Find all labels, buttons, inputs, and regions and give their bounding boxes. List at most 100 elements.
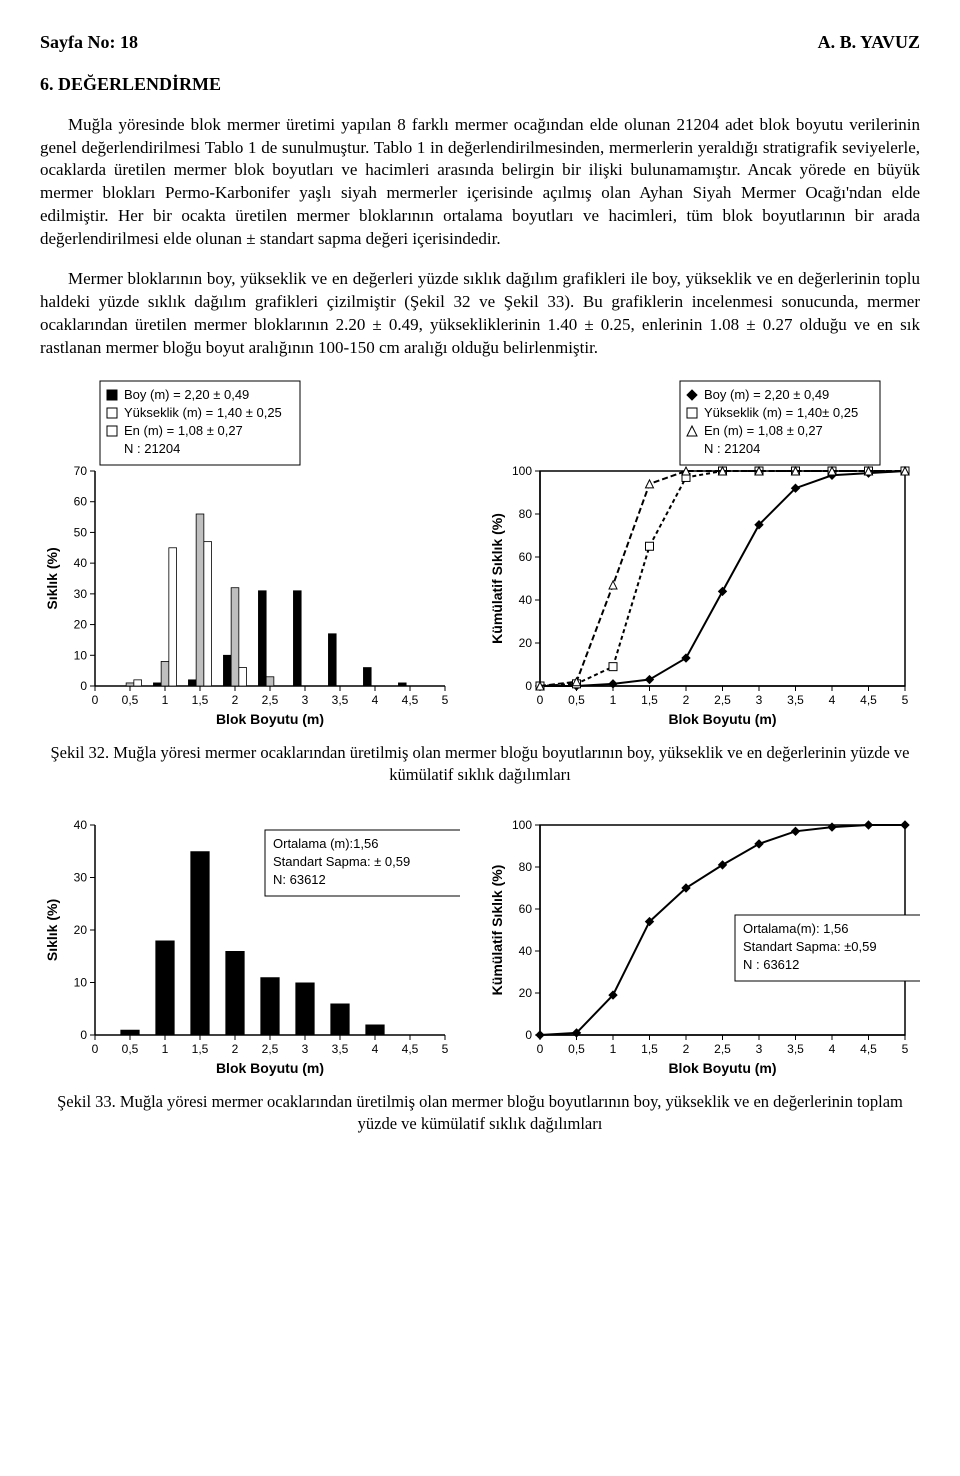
svg-text:20: 20 [74, 618, 88, 632]
svg-text:5: 5 [442, 1042, 449, 1056]
svg-text:1: 1 [610, 1042, 617, 1056]
svg-text:0: 0 [525, 679, 532, 693]
svg-text:3: 3 [756, 693, 763, 707]
svg-text:4: 4 [372, 693, 379, 707]
figure-32-caption: Şekil 32. Muğla yöresi mermer ocaklarınd… [40, 742, 920, 787]
svg-text:Boy (m) = 2,20 ± 0,49: Boy (m) = 2,20 ± 0,49 [124, 387, 249, 402]
svg-text:1: 1 [162, 693, 169, 707]
svg-text:0: 0 [80, 679, 87, 693]
chart-32-left: Boy (m) = 2,20 ± 0,49 Yükseklik (m) = 1,4… [40, 376, 464, 736]
svg-text:Ortalama(m): 1,56: Ortalama(m): 1,56 [743, 921, 848, 936]
svg-text:70: 70 [74, 464, 88, 478]
svg-text:Standart Sapma: ± 0,59: Standart Sapma: ± 0,59 [273, 854, 410, 869]
svg-text:40: 40 [519, 944, 533, 958]
svg-text:3: 3 [302, 1042, 309, 1056]
svg-text:100: 100 [512, 464, 532, 478]
svg-text:0: 0 [537, 1042, 544, 1056]
svg-text:2,5: 2,5 [262, 693, 279, 707]
svg-text:100: 100 [512, 818, 532, 832]
chart-33-left: 00,511,522,533,544,55010203040Blok Boyut… [40, 805, 464, 1085]
svg-text:2,5: 2,5 [714, 1042, 731, 1056]
svg-text:30: 30 [74, 587, 88, 601]
svg-text:50: 50 [74, 525, 88, 539]
svg-text:0: 0 [92, 1042, 99, 1056]
svg-text:N : 21204: N : 21204 [704, 441, 760, 456]
svg-text:Boy (m) = 2,20 ± 0,49: Boy (m) = 2,20 ± 0,49 [704, 387, 829, 402]
chart-33-right: 00,511,522,533,544,55020406080100Blok Bo… [480, 805, 920, 1085]
chart-32-right: Boy (m) = 2,20 ± 0,49 Yükseklik (m) = 1,4… [480, 376, 920, 736]
svg-text:Yükseklik (m) = 1,40 ± 0,25: Yükseklik (m) = 1,40 ± 0,25 [124, 405, 282, 420]
figure-32-row: Boy (m) = 2,20 ± 0,49 Yükseklik (m) = 1,4… [40, 376, 920, 736]
svg-text:1: 1 [610, 693, 617, 707]
svg-text:En (m) = 1,08 ± 0,27: En (m) = 1,08 ± 0,27 [704, 423, 823, 438]
svg-text:3: 3 [756, 1042, 763, 1056]
svg-text:1,5: 1,5 [641, 1042, 658, 1056]
svg-text:0: 0 [92, 693, 99, 707]
paragraph-2: Mermer bloklarının boy, yükseklik ve en … [40, 268, 920, 360]
svg-text:Blok Boyutu (m): Blok Boyutu (m) [216, 711, 324, 727]
svg-text:4: 4 [829, 693, 836, 707]
svg-text:2: 2 [232, 1042, 239, 1056]
svg-text:3: 3 [302, 693, 309, 707]
page-number: Sayfa No: 18 [40, 30, 138, 54]
svg-text:80: 80 [519, 507, 533, 521]
svg-text:2: 2 [232, 693, 239, 707]
svg-text:10: 10 [74, 648, 88, 662]
svg-text:60: 60 [519, 550, 533, 564]
svg-text:Sıklık (%): Sıklık (%) [44, 898, 60, 960]
svg-text:40: 40 [74, 818, 88, 832]
svg-text:5: 5 [902, 693, 909, 707]
svg-text:Kümülatif Sıklık (%): Kümülatif Sıklık (%) [489, 513, 505, 644]
svg-text:Standart Sapma: ±0,59: Standart Sapma: ±0,59 [743, 939, 877, 954]
page-header: Sayfa No: 18 A. B. YAVUZ [40, 30, 920, 54]
svg-text:4,5: 4,5 [402, 1042, 419, 1056]
svg-text:0: 0 [537, 693, 544, 707]
svg-text:3,5: 3,5 [787, 1042, 804, 1056]
svg-text:1,5: 1,5 [192, 693, 209, 707]
svg-text:1,5: 1,5 [192, 1042, 209, 1056]
svg-text:N : 63612: N : 63612 [743, 957, 799, 972]
svg-text:2: 2 [683, 1042, 690, 1056]
svg-text:60: 60 [519, 902, 533, 916]
svg-text:3,5: 3,5 [332, 1042, 349, 1056]
svg-text:N: 63612: N: 63612 [273, 872, 326, 887]
svg-text:5: 5 [902, 1042, 909, 1056]
svg-text:Ortalama (m):1,56: Ortalama (m):1,56 [273, 836, 378, 851]
svg-text:Blok Boyutu (m): Blok Boyutu (m) [668, 711, 776, 727]
svg-text:0,5: 0,5 [122, 693, 139, 707]
svg-text:0,5: 0,5 [568, 693, 585, 707]
svg-text:Sıklık (%): Sıklık (%) [44, 547, 60, 609]
svg-text:4: 4 [829, 1042, 836, 1056]
svg-text:3,5: 3,5 [787, 693, 804, 707]
svg-text:Blok Boyutu (m): Blok Boyutu (m) [668, 1060, 776, 1076]
svg-text:1: 1 [162, 1042, 169, 1056]
svg-text:60: 60 [74, 495, 88, 509]
section-title: 6. DEĞERLENDİRME [40, 72, 920, 96]
svg-text:1,5: 1,5 [641, 693, 658, 707]
svg-text:Kümülatif Sıklık (%): Kümülatif Sıklık (%) [489, 864, 505, 995]
svg-text:40: 40 [74, 556, 88, 570]
svg-text:20: 20 [519, 986, 533, 1000]
svg-text:4,5: 4,5 [402, 693, 419, 707]
svg-text:3,5: 3,5 [332, 693, 349, 707]
svg-text:4: 4 [372, 1042, 379, 1056]
svg-text:4,5: 4,5 [860, 693, 877, 707]
svg-text:2,5: 2,5 [714, 693, 731, 707]
svg-text:30: 30 [74, 870, 88, 884]
svg-text:0: 0 [525, 1028, 532, 1042]
author-name: A. B. YAVUZ [818, 30, 920, 54]
figure-33-row: 00,511,522,533,544,55010203040Blok Boyut… [40, 805, 920, 1085]
svg-text:2,5: 2,5 [262, 1042, 279, 1056]
figure-33-caption: Şekil 33. Muğla yöresi mermer ocaklarınd… [40, 1091, 920, 1136]
svg-text:0,5: 0,5 [568, 1042, 585, 1056]
svg-text:20: 20 [519, 636, 533, 650]
svg-text:Yükseklik (m) = 1,40± 0,25: Yükseklik (m) = 1,40± 0,25 [704, 405, 858, 420]
svg-text:40: 40 [519, 593, 533, 607]
svg-text:0: 0 [80, 1028, 87, 1042]
svg-text:20: 20 [74, 923, 88, 937]
svg-text:En (m) = 1,08 ± 0,27: En (m) = 1,08 ± 0,27 [124, 423, 243, 438]
svg-text:Blok Boyutu (m): Blok Boyutu (m) [216, 1060, 324, 1076]
paragraph-1: Muğla yöresinde blok mermer üretimi yapı… [40, 114, 920, 252]
svg-text:10: 10 [74, 975, 88, 989]
svg-text:2: 2 [683, 693, 690, 707]
